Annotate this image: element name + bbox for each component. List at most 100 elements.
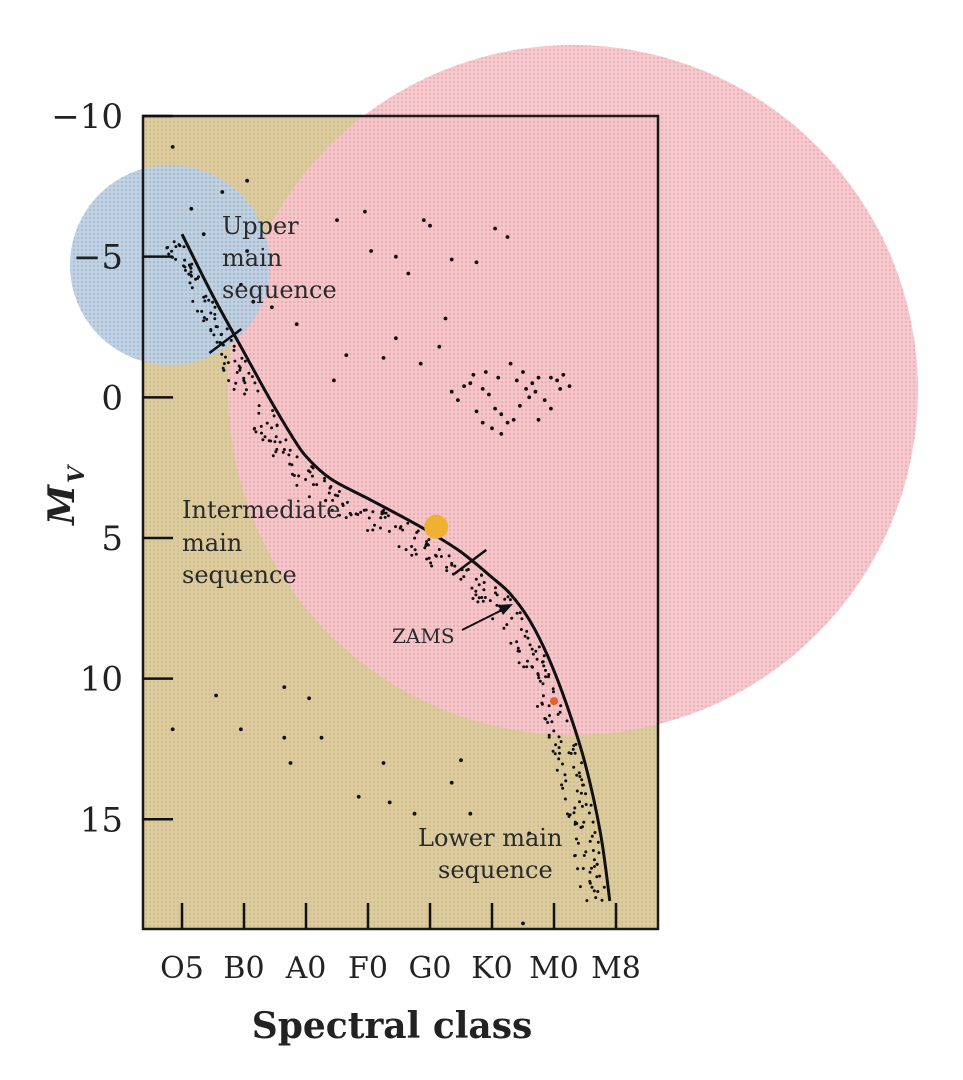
band-dot bbox=[576, 867, 580, 871]
band-dot bbox=[535, 657, 539, 661]
band-dot bbox=[275, 424, 279, 428]
field-star bbox=[514, 378, 519, 383]
field-star bbox=[288, 761, 293, 765]
field-star bbox=[201, 232, 206, 237]
field-star bbox=[549, 375, 553, 380]
band-dot bbox=[573, 751, 577, 755]
band-dot bbox=[494, 586, 497, 590]
band-dot bbox=[437, 548, 441, 551]
band-dot bbox=[281, 450, 285, 454]
band-dot bbox=[482, 581, 486, 584]
band-dot bbox=[215, 340, 219, 344]
band-dot bbox=[598, 874, 602, 878]
boundary-marker bbox=[208, 328, 243, 355]
band-dot bbox=[481, 599, 485, 603]
band-dot bbox=[480, 573, 483, 577]
band-dot bbox=[235, 371, 239, 374]
field-star bbox=[468, 811, 473, 816]
band-dot bbox=[482, 588, 486, 592]
field-star bbox=[496, 375, 501, 380]
band-dot bbox=[397, 545, 401, 549]
band-dot bbox=[394, 525, 397, 529]
band-dot bbox=[233, 359, 237, 363]
intermediate-region-label: Intermediate main sequence bbox=[182, 496, 340, 589]
band-dot bbox=[209, 329, 213, 333]
main-sequence-band bbox=[165, 240, 606, 903]
field-star bbox=[527, 395, 532, 400]
band-dot bbox=[520, 617, 524, 621]
band-dot bbox=[592, 865, 596, 868]
band-dot bbox=[445, 569, 449, 573]
band-dot bbox=[573, 820, 577, 824]
band-dot bbox=[252, 427, 256, 431]
band-dot bbox=[295, 483, 299, 487]
band-dot bbox=[312, 483, 315, 487]
field-star bbox=[493, 226, 497, 231]
field-star bbox=[533, 389, 538, 394]
band-dot bbox=[510, 616, 514, 620]
upper-label-line-3: sequence bbox=[222, 276, 337, 304]
band-dot bbox=[439, 555, 443, 558]
band-dot bbox=[474, 577, 478, 581]
band-dot bbox=[551, 687, 555, 691]
field-star bbox=[558, 387, 563, 391]
band-dot bbox=[554, 743, 558, 747]
field-star bbox=[251, 299, 256, 304]
field-star bbox=[527, 831, 532, 836]
field-star bbox=[344, 353, 349, 357]
field-star bbox=[542, 398, 547, 402]
field-star bbox=[443, 316, 448, 321]
band-dot bbox=[274, 435, 278, 439]
band-dot bbox=[564, 779, 568, 783]
x-tick-label: M8 bbox=[591, 951, 641, 986]
band-dot bbox=[480, 596, 484, 599]
y-tick-label: 15 bbox=[80, 800, 123, 840]
field-star bbox=[418, 361, 423, 366]
band-dot bbox=[387, 529, 391, 533]
band-dot bbox=[242, 376, 246, 380]
band-dot bbox=[404, 548, 408, 552]
band-dot bbox=[495, 603, 499, 607]
band-dot bbox=[413, 548, 417, 552]
field-star bbox=[468, 381, 473, 386]
band-dot bbox=[200, 309, 204, 313]
band-dot bbox=[330, 508, 334, 512]
band-dot bbox=[170, 249, 174, 253]
band-dot bbox=[429, 561, 433, 565]
band-dot bbox=[575, 789, 579, 793]
y-tick-label: 0 bbox=[101, 378, 123, 418]
band-dot bbox=[232, 348, 236, 352]
band-dot bbox=[234, 381, 238, 385]
band-dot bbox=[483, 596, 487, 599]
band-dot bbox=[541, 694, 545, 698]
lower-label-line-2: sequence bbox=[438, 856, 553, 884]
band-dot bbox=[323, 479, 326, 483]
band-dot bbox=[284, 438, 288, 442]
lower-label-line-1: Lower main bbox=[418, 824, 562, 852]
band-dot bbox=[495, 593, 499, 597]
band-dot bbox=[582, 854, 586, 857]
band-dot bbox=[502, 626, 506, 630]
band-dot bbox=[344, 516, 348, 520]
band-dot bbox=[584, 803, 588, 806]
band-dot bbox=[536, 704, 539, 708]
band-dot bbox=[410, 553, 414, 557]
x-axis-ticks: O5 B0 A0 F0 G0 K0 M0 M8 bbox=[160, 903, 641, 986]
band-dot bbox=[477, 583, 481, 587]
field-star bbox=[363, 209, 367, 214]
band-dot bbox=[213, 305, 217, 309]
band-dot bbox=[476, 600, 480, 604]
band-dot bbox=[557, 757, 561, 761]
band-dot bbox=[207, 298, 211, 302]
field-star bbox=[524, 387, 528, 391]
y-axis-title-main: M bbox=[41, 484, 83, 527]
band-dot bbox=[544, 717, 548, 721]
band-dot bbox=[537, 676, 541, 680]
band-dot bbox=[453, 564, 457, 568]
band-dot bbox=[414, 552, 418, 556]
band-dot bbox=[447, 554, 451, 558]
band-dot bbox=[257, 404, 261, 408]
field-star bbox=[505, 235, 510, 239]
field-star bbox=[521, 370, 525, 374]
